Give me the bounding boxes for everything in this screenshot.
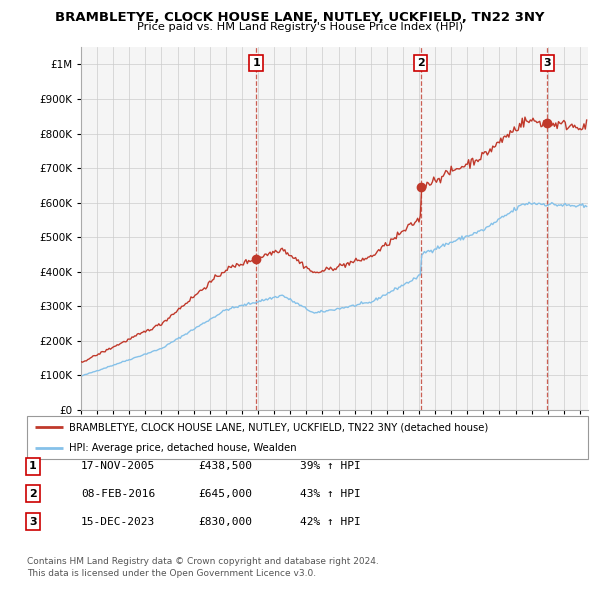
Text: HPI: Average price, detached house, Wealden: HPI: Average price, detached house, Weal… bbox=[69, 443, 296, 453]
Text: 15-DEC-2023: 15-DEC-2023 bbox=[81, 517, 155, 526]
Text: 39% ↑ HPI: 39% ↑ HPI bbox=[300, 461, 361, 471]
Text: 43% ↑ HPI: 43% ↑ HPI bbox=[300, 489, 361, 499]
Text: 42% ↑ HPI: 42% ↑ HPI bbox=[300, 517, 361, 526]
Text: £438,500: £438,500 bbox=[198, 461, 252, 471]
Text: 3: 3 bbox=[29, 517, 37, 526]
Text: £830,000: £830,000 bbox=[198, 517, 252, 526]
Text: 1: 1 bbox=[29, 461, 37, 471]
Text: BRAMBLETYE, CLOCK HOUSE LANE, NUTLEY, UCKFIELD, TN22 3NY: BRAMBLETYE, CLOCK HOUSE LANE, NUTLEY, UC… bbox=[55, 11, 545, 24]
Text: This data is licensed under the Open Government Licence v3.0.: This data is licensed under the Open Gov… bbox=[27, 569, 316, 578]
Text: 1: 1 bbox=[252, 58, 260, 68]
Text: 2: 2 bbox=[29, 489, 37, 499]
Text: Price paid vs. HM Land Registry's House Price Index (HPI): Price paid vs. HM Land Registry's House … bbox=[137, 22, 463, 32]
Text: 17-NOV-2005: 17-NOV-2005 bbox=[81, 461, 155, 471]
Text: 3: 3 bbox=[544, 58, 551, 68]
Text: 2: 2 bbox=[417, 58, 424, 68]
FancyBboxPatch shape bbox=[27, 416, 588, 459]
Text: 08-FEB-2016: 08-FEB-2016 bbox=[81, 489, 155, 499]
Text: £645,000: £645,000 bbox=[198, 489, 252, 499]
Text: BRAMBLETYE, CLOCK HOUSE LANE, NUTLEY, UCKFIELD, TN22 3NY (detached house): BRAMBLETYE, CLOCK HOUSE LANE, NUTLEY, UC… bbox=[69, 422, 488, 432]
Text: Contains HM Land Registry data © Crown copyright and database right 2024.: Contains HM Land Registry data © Crown c… bbox=[27, 557, 379, 566]
